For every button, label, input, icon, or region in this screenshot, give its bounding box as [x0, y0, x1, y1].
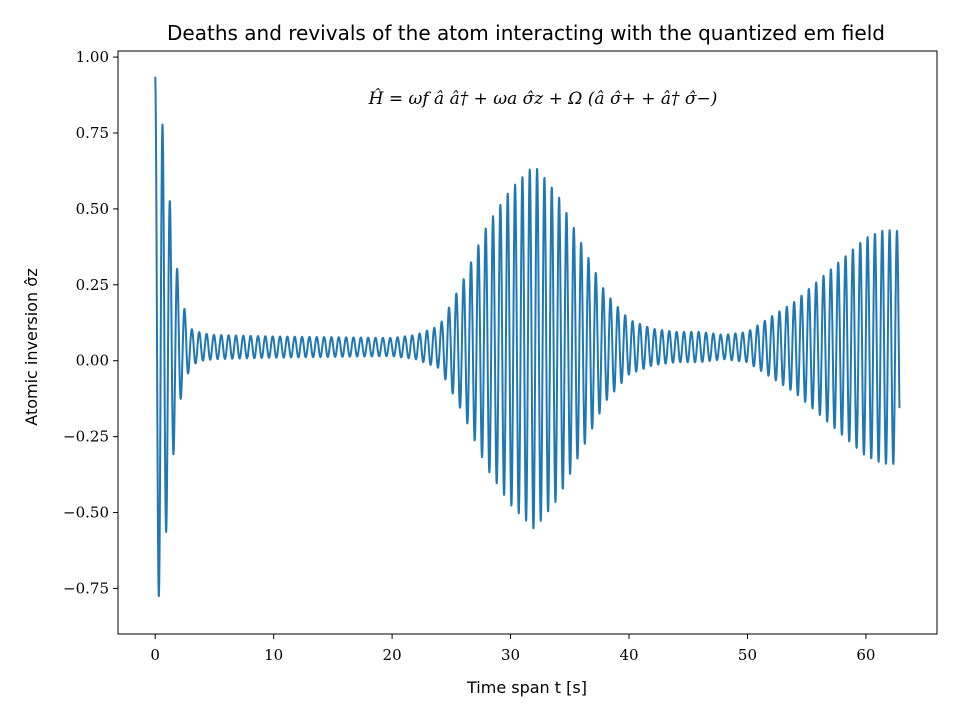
x-tick-label: 50: [738, 646, 757, 664]
y-tick-label: 1.00: [76, 48, 109, 66]
x-axis-ticks: 0 10 20 30 40 50 60: [150, 634, 875, 664]
x-tick-label: 10: [264, 646, 283, 664]
x-tick-label: 0: [150, 646, 160, 664]
axes-frame: [117, 50, 938, 635]
y-axis-label: Atomic inversion σ̂z: [22, 268, 41, 425]
y-tick-label: 0.75: [76, 124, 109, 142]
series-line: [154, 76, 901, 598]
chart-title: Deaths and revivals of the atom interact…: [167, 21, 885, 45]
x-axis-label: Time span t [s]: [466, 678, 587, 697]
y-tick-label: 0.00: [76, 352, 109, 370]
y-tick-label: −0.50: [63, 504, 109, 522]
x-tick-label: 40: [619, 646, 638, 664]
y-tick-label: 0.25: [76, 276, 109, 294]
y-axis-ticks: 1.00 0.75 0.50 0.25 0.00 −0.25 −0.50 −0.75: [63, 48, 118, 597]
plot-area: [154, 76, 901, 598]
y-tick-label: −0.25: [63, 428, 109, 446]
x-tick-label: 60: [856, 646, 875, 664]
y-tick-label: −0.75: [63, 579, 109, 597]
x-tick-label: 30: [501, 646, 520, 664]
hamiltonian-annotation: Ĥ = ωf â â† + ωa σ̂z + Ω (â σ̂+ + â† σ̂−…: [368, 88, 718, 109]
x-tick-label: 20: [383, 646, 402, 664]
y-tick-label: 0.50: [76, 200, 109, 218]
